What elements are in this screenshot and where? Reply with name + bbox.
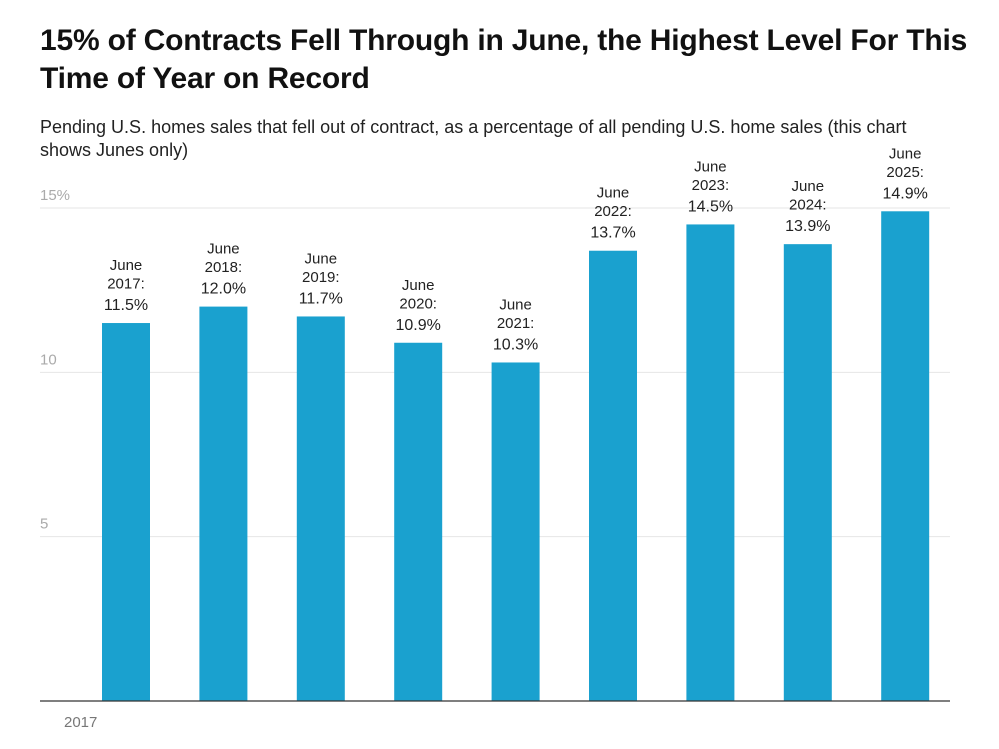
bar-value-label: 10.3% [493,336,538,353]
bar [686,224,735,701]
bar-category-label: 2022: [594,203,632,220]
bar [296,316,345,701]
bar-value-label: 13.7% [590,225,635,242]
bar-category-label: 2017: [107,276,145,293]
bar-category-label: 2025: [886,164,924,181]
chart-title: 15% of Contracts Fell Through in June, t… [40,24,968,95]
bar [394,342,443,701]
bar-category-label: June [792,178,825,195]
bar-category-label: June [889,145,922,162]
bar-category-label: June [597,185,630,202]
bar-value-label: 10.9% [396,317,441,334]
chart-subtitle: Pending U.S. homes sales that fell out o… [40,117,907,160]
bar-category-label: 2018: [205,259,243,276]
bar-category-label: June [499,296,532,313]
bar-value-label: 12.0% [201,281,246,298]
bar-category-label: 2020: [399,295,437,312]
y-tick-label: 5 [40,516,48,533]
bar-value-label: 11.5% [104,297,148,314]
bar-category-label: 2019: [302,269,340,286]
bar-category-label: June [305,250,338,267]
bar-value-label: 14.5% [688,198,733,215]
bar-category-label: June [207,241,240,258]
bar [102,323,150,701]
bar-value-label: 11.7% [299,290,343,307]
bar-value-label: 14.9% [883,185,928,202]
bar [783,244,832,702]
x-tick-label: 2017 [64,714,97,731]
bar [199,306,248,701]
bar-category-label: 2024: [789,197,827,214]
y-tick-label: 15% [40,187,70,204]
bar [589,250,637,701]
bar-category-label: June [402,277,435,294]
bar-category-label: June [110,257,143,274]
bar [491,362,540,701]
y-tick-label: 10 [40,351,57,368]
bar-value-label: 13.9% [785,218,830,235]
bar-category-label: June [694,158,727,175]
bar-category-label: 2023: [692,177,730,194]
bar [881,211,930,701]
bar-category-label: 2021: [497,315,535,332]
